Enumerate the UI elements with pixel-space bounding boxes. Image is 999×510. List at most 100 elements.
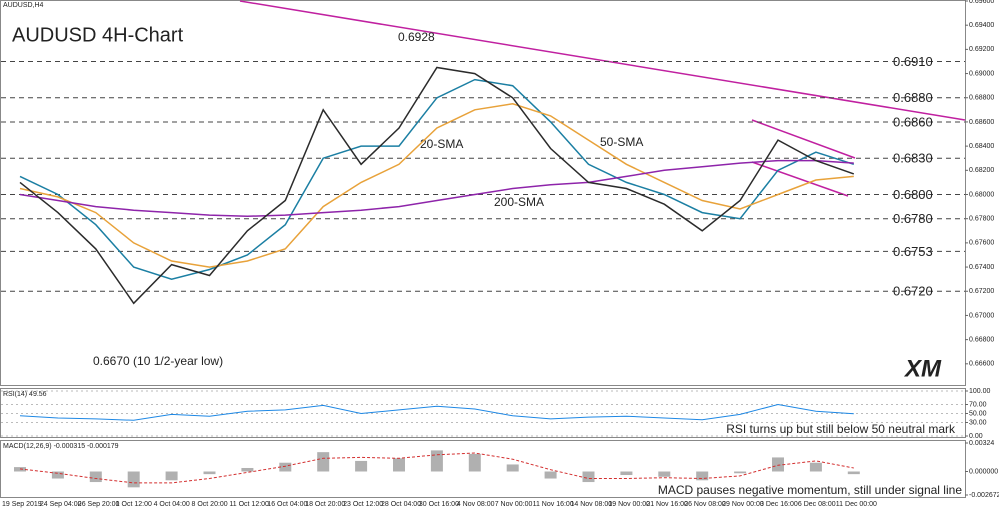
y-tick-label: 0.66800 xyxy=(969,336,994,343)
signal-line xyxy=(19,452,854,484)
logo: XM xyxy=(903,355,942,382)
x-tick-label: 30 Oct 16:00 xyxy=(419,501,459,508)
y-tick-label: 0.69200 xyxy=(969,46,994,53)
histogram-bar xyxy=(127,471,140,488)
y-tick-label: 0.67400 xyxy=(969,264,994,271)
x-tick-label: 24 Sep 04:00 xyxy=(40,501,82,508)
level-label: 0.6720 xyxy=(893,284,933,299)
histogram-bar xyxy=(165,471,178,481)
trend-line xyxy=(239,0,966,121)
level-label: 0.6753 xyxy=(893,244,933,259)
y-tick-label: 50.00 xyxy=(969,410,987,417)
series-label: 200-SMA xyxy=(494,195,544,209)
histogram-bar xyxy=(51,471,64,479)
macd-title: MACD(12,26,9) -0.000315 -0.000179 xyxy=(3,443,119,450)
histogram-bar xyxy=(809,462,822,472)
channel-top xyxy=(751,119,856,159)
x-tick-label: 11 Dec 00:00 xyxy=(836,501,877,508)
histogram-bar xyxy=(317,452,330,472)
chart-title: AUDUSD 4H-Chart xyxy=(12,24,184,46)
histogram-bar xyxy=(734,471,747,474)
histogram-bar xyxy=(847,471,860,475)
y-tick-label: 0.67600 xyxy=(969,240,994,247)
x-tick-label: 3 Dec 16:00 xyxy=(760,501,798,508)
histogram-bar xyxy=(203,471,216,475)
x-tick-label: 7 Nov 00:00 xyxy=(495,501,533,508)
sma-line xyxy=(19,103,854,268)
x-tick-label: 16 Oct 04:00 xyxy=(267,501,307,508)
y-tick-label: 0.00 xyxy=(969,433,983,440)
x-tick-label: 11 Nov 16:00 xyxy=(533,501,574,508)
price-line xyxy=(19,66,855,305)
x-tick-label: 19 Nov 00:00 xyxy=(608,501,650,508)
histogram-bar xyxy=(620,471,633,476)
channel-bottom xyxy=(751,161,849,197)
y-tick-label: 0.67000 xyxy=(969,312,994,319)
sma-line xyxy=(19,78,855,280)
x-tick-label: 14 Nov 08:00 xyxy=(571,501,613,508)
high-annotation: 0.6928 xyxy=(398,30,435,44)
rsi-annotation: RSI turns up but still below 50 neutral … xyxy=(726,422,956,436)
x-tick-label: 26 Nov 08:00 xyxy=(684,501,726,508)
x-tick-label: 26 Sep 20:00 xyxy=(78,501,120,508)
level-label: 0.6880 xyxy=(893,90,933,105)
series-label: 20-SMA xyxy=(420,137,463,151)
x-tick-label: 6 Dec 08:00 xyxy=(798,501,836,508)
x-tick-label: 23 Oct 12:00 xyxy=(343,501,383,508)
level-label: 0.6860 xyxy=(893,114,933,129)
x-tick-label: 4 Nov 08:00 xyxy=(457,501,495,508)
level-label: 0.6910 xyxy=(893,54,933,69)
macd-panel xyxy=(0,440,966,498)
series-label: 50-SMA xyxy=(600,135,643,149)
symbol-label: AUDUSD,H4 xyxy=(3,2,44,9)
x-tick-label: 28 Oct 04:00 xyxy=(381,501,421,508)
y-tick-label: 100.00 xyxy=(969,388,991,395)
y-tick-label: 0.68800 xyxy=(969,95,994,102)
y-tick-label: 0.67200 xyxy=(969,288,994,295)
level-label: 0.6800 xyxy=(893,187,933,202)
histogram-bar xyxy=(506,464,519,472)
histogram-bar xyxy=(355,460,368,472)
y-tick-label: 0.69000 xyxy=(969,70,994,77)
histogram-bar xyxy=(658,471,671,477)
histogram-bar xyxy=(772,457,784,472)
macd-annotation: MACD pauses negative momentum, still und… xyxy=(658,483,962,497)
y-tick-label: 30.00 xyxy=(969,419,987,426)
y-tick-label: 0.68600 xyxy=(969,119,994,126)
x-tick-label: 18 Oct 20:00 xyxy=(305,501,345,508)
sma-line xyxy=(19,159,854,218)
histogram-bar xyxy=(89,471,102,483)
x-tick-label: 8 Oct 20:00 xyxy=(192,501,228,508)
y-tick-label: -0.002672 xyxy=(969,492,999,499)
x-tick-label: 4 Oct 04:00 xyxy=(154,501,190,508)
x-tick-label: 1 Oct 12:00 xyxy=(116,501,152,508)
histogram-bar xyxy=(393,458,405,472)
x-tick-label: 11 Oct 12:00 xyxy=(229,501,269,508)
histogram-bar xyxy=(696,471,709,481)
y-tick-label: 0.66600 xyxy=(969,361,994,368)
main-panel xyxy=(0,0,966,386)
rsi-line xyxy=(19,403,854,421)
low-annotation: 0.6670 (10 1/2-year low) xyxy=(93,354,223,368)
level-label: 0.6780 xyxy=(893,211,933,226)
histogram-bar xyxy=(544,471,557,479)
histogram-bar xyxy=(582,471,595,483)
y-tick-label: 0.000000 xyxy=(969,468,998,475)
histogram-bar xyxy=(279,462,292,472)
y-tick-label: 0.68000 xyxy=(969,191,994,198)
y-tick-label: 0.00324 xyxy=(969,440,994,447)
x-tick-label: 21 Nov 16:00 xyxy=(646,501,688,508)
y-tick-label: 0.68200 xyxy=(969,167,994,174)
y-tick-label: 0.69400 xyxy=(969,22,994,29)
rsi-title: RSI(14) 49.56 xyxy=(3,391,47,398)
y-tick-label: 0.67800 xyxy=(969,216,994,223)
histogram-bar xyxy=(468,453,481,472)
x-tick-label: 29 Nov 00:00 xyxy=(722,501,764,508)
x-tick-label: 19 Sep 2019 xyxy=(2,501,42,508)
y-tick-label: 0.68400 xyxy=(969,143,994,150)
histogram-bar xyxy=(241,467,254,472)
y-tick-label: 0.69600 xyxy=(969,0,994,5)
histogram-bar xyxy=(430,450,443,472)
